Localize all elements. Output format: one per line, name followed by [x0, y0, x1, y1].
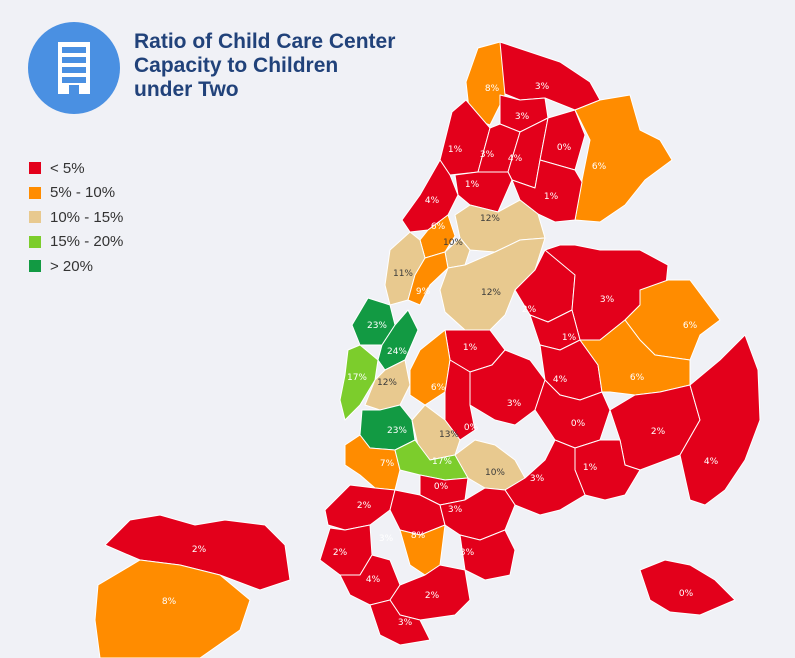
district-label: 3%	[448, 505, 463, 515]
district-label: 8%	[485, 84, 500, 94]
legend-label: 10% - 15%	[50, 208, 124, 226]
district-label: 0%	[464, 423, 479, 433]
legend: < 5% 5% - 10% 10% - 15% 15% - 20% > 20%	[29, 156, 123, 279]
district-label: 2%	[651, 427, 666, 437]
legend-swatch	[29, 235, 41, 248]
building-icon	[28, 22, 120, 114]
district-region	[624, 279, 721, 361]
district-region	[465, 41, 506, 126]
legend-item: > 20%	[29, 254, 123, 279]
district-label: 23%	[367, 321, 387, 331]
district-region	[539, 109, 586, 171]
legend-item: 15% - 20%	[29, 230, 123, 255]
district-label: 11%	[393, 269, 413, 279]
district-region	[344, 434, 401, 491]
district-label: 24%	[387, 347, 407, 357]
legend-item: < 5%	[29, 156, 123, 181]
district-region	[369, 599, 431, 646]
district-label: 2%	[333, 548, 348, 558]
district-region	[504, 439, 586, 516]
district-region	[574, 94, 673, 223]
district-label: 4%	[366, 575, 381, 585]
district-label: 7%	[380, 459, 395, 469]
district-label: 3%	[535, 82, 550, 92]
district-label: 23%	[387, 426, 407, 436]
district-label: 4%	[704, 457, 719, 467]
legend-item: 5% - 10%	[29, 181, 123, 206]
district-label: 3%	[398, 618, 413, 628]
district-region	[364, 359, 411, 411]
district-label: 2%	[522, 305, 537, 315]
district-label: 2%	[192, 545, 207, 555]
district-label: 4%	[553, 375, 568, 385]
map-title: Ratio of Child Care Center Capacity to C…	[134, 30, 474, 102]
district-region	[439, 487, 516, 541]
district-region	[639, 559, 736, 616]
district-label: 1%	[544, 192, 559, 202]
district-label: 13%	[439, 430, 459, 440]
district-region	[439, 237, 546, 331]
legend-item: 10% - 15%	[29, 205, 123, 230]
district-label: 3%	[379, 534, 394, 544]
district-label: 2%	[357, 501, 372, 511]
district-region	[407, 251, 449, 306]
district-label: 3%	[507, 399, 522, 409]
district-label: 1%	[448, 145, 463, 155]
legend-swatch	[29, 162, 41, 175]
district-labels: 3% 8% 3% 1% 3% 4% 0% 6% 1% 1% 4% 6% 12% 10% 11%9% 12% 2%…	[162, 82, 719, 628]
district-region	[94, 559, 251, 658]
district-label: 8%	[162, 597, 177, 607]
legend-label: 5% - 10%	[50, 184, 116, 202]
legend-label: < 5%	[50, 159, 85, 177]
legend-swatch	[29, 260, 41, 273]
district-label: 6%	[683, 321, 698, 331]
district-label: 6%	[630, 373, 645, 383]
district-region	[459, 529, 516, 581]
district-label: 3%	[530, 474, 545, 484]
district-label: 1%	[463, 343, 478, 353]
title-line-2: Capacity to Children	[134, 54, 339, 77]
district-label: 12%	[481, 288, 501, 298]
district-label: 0%	[679, 589, 694, 599]
district-label: 1%	[562, 333, 577, 343]
legend-swatch	[29, 211, 41, 224]
district-label: 6%	[431, 222, 446, 232]
district-label: 10%	[485, 468, 505, 478]
district-label: 17%	[432, 457, 452, 467]
district-label: 12%	[377, 378, 397, 388]
district-label: 0%	[557, 143, 572, 153]
district-region	[409, 329, 451, 406]
district-label: 3%	[460, 548, 475, 558]
district-label: 10%	[443, 238, 463, 248]
district-region	[339, 344, 379, 421]
district-label: 6%	[592, 162, 607, 172]
district-label: 3%	[600, 295, 615, 305]
district-label: 8%	[411, 531, 426, 541]
district-label: 3%	[480, 150, 495, 160]
legend-label: 15% - 20%	[50, 233, 124, 251]
legend-swatch	[29, 186, 41, 199]
title-line-3: under Two	[134, 78, 239, 101]
district-label: 17%	[347, 373, 367, 383]
district-region	[679, 334, 761, 506]
district-label: 2%	[425, 591, 440, 601]
district-label: 4%	[508, 154, 523, 164]
district-label: 1%	[583, 463, 598, 473]
district-regions	[94, 41, 761, 658]
district-label: 6%	[431, 383, 446, 393]
district-label: 9%	[416, 287, 431, 297]
district-label: 3%	[515, 112, 530, 122]
district-region	[377, 309, 419, 371]
district-label: 0%	[571, 419, 586, 429]
district-label: 0%	[434, 482, 449, 492]
title-line-1: Ratio of Child Care Center	[134, 30, 396, 53]
district-label: 4%	[425, 196, 440, 206]
district-label: 1%	[465, 180, 480, 190]
legend-label: > 20%	[50, 257, 93, 275]
district-label: 12%	[480, 214, 500, 224]
district-region	[454, 171, 513, 213]
